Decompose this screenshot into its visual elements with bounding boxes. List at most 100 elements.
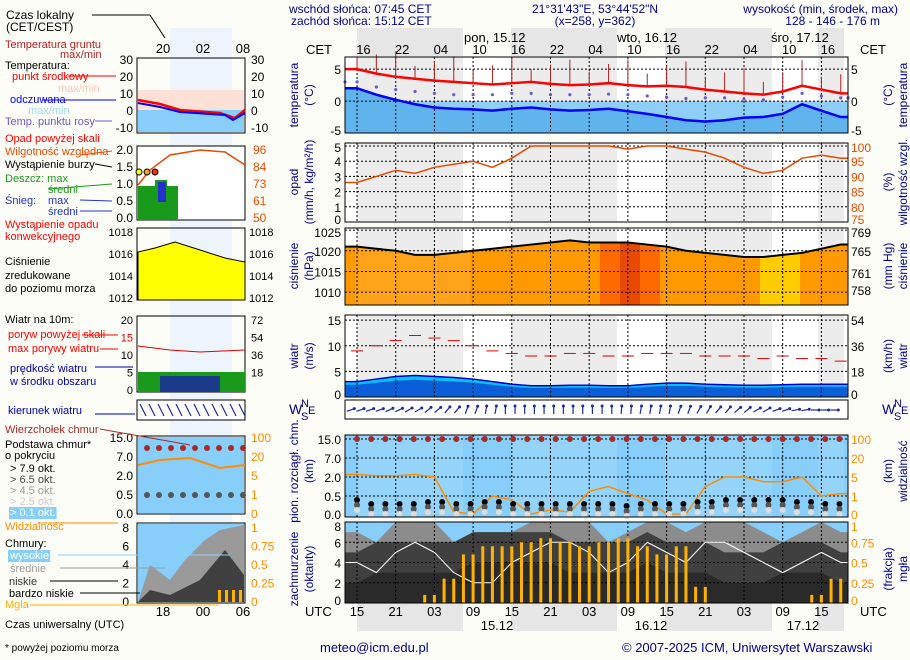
legend-local-time: Czas lokalny <box>6 8 74 22</box>
fog-bar <box>442 578 446 603</box>
cloud-base-dot-25 <box>354 507 360 513</box>
legend-pres-tick-right: 1018 <box>249 227 273 239</box>
cloud-base-dot-65 <box>609 506 616 512</box>
fog-bar <box>703 586 707 603</box>
cloud-base-dot-79 <box>538 501 545 507</box>
fog-bar <box>587 546 591 603</box>
label-highlight <box>8 550 51 562</box>
cloud-base-dot-25 <box>510 511 517 517</box>
axis-title-right: ciśnienie <box>896 242 910 289</box>
pressure-line <box>345 239 848 258</box>
tick-right: 20 <box>851 452 865 466</box>
legend-cloud-base-dot <box>204 492 210 498</box>
legend-visibility-line <box>137 456 246 470</box>
cloud-top-dot <box>694 436 701 442</box>
wind-arrow-head <box>699 405 703 409</box>
legend-temp-tick: 10 <box>120 87 134 101</box>
cloud-top-dot <box>779 436 786 442</box>
cloud-base-dot-25 <box>623 513 630 519</box>
legend-panel <box>136 399 246 421</box>
legend-wind-dir: kierunek wiatru <box>8 405 82 417</box>
tick-right: 0 <box>851 508 858 522</box>
cloud-base-dot-65 <box>481 504 488 510</box>
legend-wind-arrow <box>220 403 228 417</box>
cloud-top-dot <box>566 436 573 442</box>
legend-fog-bar <box>218 590 221 602</box>
legend-midpoint: punkt środkowy <box>12 71 89 83</box>
legend-pres-tick-right: 1016 <box>249 249 273 261</box>
legend-cloud-bg <box>138 437 244 513</box>
cloud-base-dot-79 <box>779 497 786 503</box>
legend-panel <box>136 57 246 134</box>
night-band-bottom <box>818 603 844 631</box>
wind-arrow-head <box>600 404 604 408</box>
dew-point-dot <box>781 95 785 99</box>
email-link[interactable]: meteo@icm.edu.pl <box>320 640 429 655</box>
axis-title-left: temperatura <box>287 62 301 127</box>
cloud-base-dot-25 <box>368 511 375 517</box>
tick-left: -5 <box>330 124 341 138</box>
legend-wind-tick: 15 <box>121 333 133 345</box>
legend-precip-tick: 1.5 <box>116 160 133 174</box>
axis-unit-left: (m/s) <box>302 342 316 369</box>
cloud-base-dot-65 <box>552 506 559 512</box>
wind-arrow-head <box>581 404 585 408</box>
legend-temp-line <box>137 98 246 120</box>
legend-okta-tick: 8 <box>122 521 129 535</box>
cloud-base-dot-65 <box>680 506 687 512</box>
legend-cloud-tick: 0.5 <box>116 488 133 502</box>
cloud-top-dot <box>495 436 502 442</box>
utc-tick: 09 <box>466 604 480 619</box>
tick-left: 0 <box>334 388 341 402</box>
cloud-base-dot-25 <box>581 511 588 517</box>
cet-tick: 16 <box>666 42 680 57</box>
tick-left: 1020 <box>314 245 341 259</box>
cloud-top-dot <box>793 436 800 442</box>
panel-frame <box>344 521 849 604</box>
utc-label-right: UTC <box>860 604 887 619</box>
day-label-top: śro, 17.12 <box>771 30 829 45</box>
legend-vis-tick: 5 <box>251 469 258 483</box>
wind-arrow-head <box>836 408 840 412</box>
cloud-base-dot-79 <box>651 501 658 507</box>
dew-point-dot <box>587 93 591 97</box>
cloud-top-dot <box>765 436 772 442</box>
cet-label-left: CET <box>306 42 332 57</box>
storm-indicator-icon <box>143 168 151 176</box>
tick-left: 7.0 <box>324 452 341 466</box>
cloud-top-dot <box>410 436 417 442</box>
fog-bar <box>510 546 514 603</box>
cloud-top-dot <box>680 436 687 442</box>
tick-left: 15 <box>328 314 342 328</box>
cloud-base-dot-79 <box>581 501 588 507</box>
legend-wind-arrow <box>148 403 156 417</box>
fog-bar <box>500 546 504 603</box>
day-label-bottom: 17.12 <box>787 618 820 633</box>
dew-point-dot <box>742 97 746 101</box>
wind-arrow-head <box>542 404 546 408</box>
fog-bar <box>471 554 475 603</box>
wind-arrow-head <box>748 405 752 409</box>
wind-arrow-head <box>719 405 723 409</box>
cloud-base-dot-25 <box>836 511 843 517</box>
wind-arrow-head <box>807 407 811 411</box>
tick-right: 36 <box>851 340 865 354</box>
tick-right: 1 <box>851 520 858 534</box>
legend-wind-title: Wiatr na 10m: <box>5 314 73 326</box>
cet-tick: 16 <box>821 42 835 57</box>
fog-bar <box>810 594 814 603</box>
cloud-base-dot-25 <box>779 507 786 513</box>
tick-right: 0.25 <box>851 577 875 591</box>
cloud-base-dot-25 <box>751 507 758 513</box>
wind-arrow-head <box>448 405 452 409</box>
legend-pressure-fill <box>137 241 246 301</box>
cloud-top-dot <box>424 436 431 442</box>
utc-tick: 15 <box>505 604 519 619</box>
fog-bar <box>819 594 823 603</box>
utc-tick: 21 <box>698 604 712 619</box>
legend-cloud-top-dot <box>216 445 222 451</box>
fog-bar <box>607 542 611 603</box>
legend-precip-tick: 0.5 <box>116 194 133 208</box>
night-band-bottom <box>357 603 463 631</box>
cloud-top-dot <box>524 436 531 442</box>
